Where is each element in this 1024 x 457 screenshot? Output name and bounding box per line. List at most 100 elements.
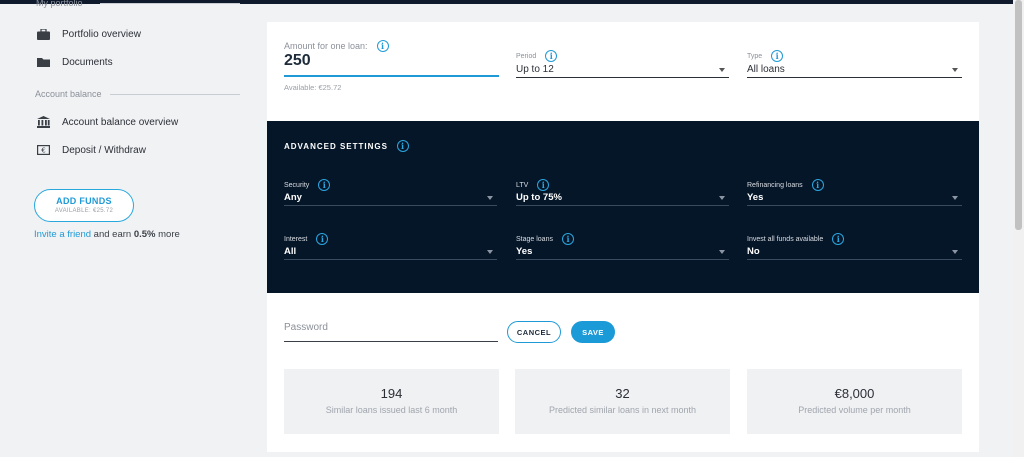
invite-text: Invite a friend and earn 0.5% more [34, 229, 180, 240]
type-label: Type i [747, 50, 784, 62]
security-label-text: Security [284, 181, 310, 189]
period-value: Up to 12 [516, 64, 554, 75]
stage-loans-value: Yes [516, 246, 533, 257]
info-icon[interactable]: i [561, 233, 574, 245]
stage-loans-label: Stage loans i [516, 233, 574, 245]
sidebar-item-portfolio-overview[interactable]: Portfolio overview [36, 26, 141, 42]
invest-all-label-text: Invest all funds available [747, 235, 824, 243]
info-icon[interactable]: i [396, 140, 409, 152]
cancel-button[interactable]: CANCEL [507, 321, 561, 343]
password-input[interactable]: Password [284, 322, 498, 342]
sidebar-item-label: Account balance overview [62, 116, 179, 128]
page-scrollbar[interactable] [1013, 0, 1024, 457]
euro-note-icon: € [36, 144, 50, 156]
invite-bonus: 0.5% [133, 229, 156, 240]
refinancing-label: Refinancing loans i [747, 179, 824, 191]
advanced-settings-title-text: ADVANCED SETTINGS [284, 141, 388, 151]
interest-label-text: Interest [284, 235, 308, 243]
sidebar-item-account-balance-overview[interactable]: Account balance overview [36, 114, 178, 130]
invest-all-label: Invest all funds available i [747, 233, 845, 245]
save-button[interactable]: SAVE [571, 321, 615, 343]
invite-text-part: more [155, 229, 180, 240]
section-divider [110, 94, 240, 95]
chevron-down-icon [487, 249, 493, 254]
stat-value: 194 [380, 386, 403, 401]
type-label-text: Type [747, 52, 763, 60]
stage-loans-select[interactable]: Yes [516, 244, 729, 260]
stat-label: Predicted similar loans in next month [548, 405, 697, 415]
period-label-text: Period [516, 52, 537, 60]
invite-text-part: and earn [91, 229, 134, 240]
info-icon[interactable]: i [376, 40, 389, 52]
password-placeholder: Password [284, 322, 328, 333]
ltv-label: LTV i [516, 179, 550, 191]
info-icon[interactable]: i [318, 179, 331, 191]
section-divider [100, 3, 240, 4]
ltv-select[interactable]: Up to 75% [516, 190, 729, 206]
folder-icon [36, 56, 50, 68]
amount-input[interactable]: 250 [284, 52, 311, 69]
refinancing-select[interactable]: Yes [747, 190, 962, 206]
security-select[interactable]: Any [284, 190, 497, 206]
stat-value: 32 [615, 386, 630, 401]
refinancing-label-text: Refinancing loans [747, 181, 803, 189]
section-label-portfolio: My portfolio [36, 0, 83, 8]
info-icon[interactable]: i [537, 179, 550, 191]
chevron-down-icon [952, 195, 958, 200]
info-icon[interactable]: i [545, 50, 558, 62]
stat-value: €8,000 [834, 386, 875, 401]
sidebar-item-documents[interactable]: Documents [36, 54, 113, 70]
amount-input-underline [284, 75, 499, 77]
svg-text:€: € [41, 147, 45, 155]
invest-all-select[interactable]: No [747, 244, 962, 260]
chevron-down-icon [487, 195, 493, 200]
period-label: Period i [516, 50, 558, 62]
chevron-down-icon [952, 249, 958, 254]
chevron-down-icon [952, 67, 958, 72]
scrollbar-thumb[interactable] [1015, 0, 1022, 230]
info-icon[interactable]: i [316, 233, 329, 245]
section-label-account: Account balance [35, 89, 102, 99]
bank-icon [36, 116, 50, 128]
info-icon[interactable]: i [771, 50, 784, 62]
briefcase-icon [36, 28, 50, 40]
ltv-label-text: LTV [516, 181, 529, 189]
stat-label: Predicted volume per month [798, 405, 911, 415]
sidebar-item-label: Documents [62, 56, 113, 68]
amount-label: Amount for one loan: i [284, 40, 389, 52]
invest-all-value: No [747, 246, 760, 257]
top-bar [0, 0, 1013, 4]
chevron-down-icon [719, 195, 725, 200]
period-select[interactable]: Up to 12 [516, 62, 729, 78]
ltv-value: Up to 75% [516, 192, 562, 203]
interest-value: All [284, 246, 297, 257]
chevron-down-icon [719, 67, 725, 72]
interest-label: Interest i [284, 233, 329, 245]
type-select[interactable]: All loans [747, 62, 962, 78]
amount-label-text: Amount for one loan: [284, 41, 368, 51]
sidebar: My portfolio Portfolio overview Document… [0, 0, 260, 457]
stat-label: Similar loans issued last 6 month [325, 405, 458, 415]
sidebar-item-deposit-withdraw[interactable]: € Deposit / Withdraw [36, 142, 146, 158]
stage-loans-label-text: Stage loans [516, 235, 553, 243]
sidebar-item-label: Portfolio overview [62, 28, 141, 40]
stat-card-predicted-loans: 32 Predicted similar loans in next month [515, 369, 730, 434]
interest-select[interactable]: All [284, 244, 497, 260]
stat-card-similar-issued: 194 Similar loans issued last 6 month [284, 369, 499, 434]
loan-settings-card: Amount for one loan: i 250 Available: €2… [267, 22, 979, 452]
chevron-down-icon [719, 249, 725, 254]
security-value: Any [284, 192, 302, 203]
advanced-settings-panel: ADVANCED SETTINGS i Security i Any LTV i… [267, 121, 979, 293]
add-funds-label: ADD FUNDS [56, 196, 112, 206]
sidebar-item-label: Deposit / Withdraw [62, 144, 146, 156]
stat-card-predicted-volume: €8,000 Predicted volume per month [747, 369, 962, 434]
invite-friend-link[interactable]: Invite a friend [34, 229, 92, 240]
amount-available: Available: €25.72 [284, 83, 342, 92]
add-funds-available: AVAILABLE: €25.72 [54, 208, 114, 214]
info-icon[interactable]: i [832, 233, 845, 245]
security-label: Security i [284, 179, 331, 191]
advanced-settings-title: ADVANCED SETTINGS i [284, 140, 409, 152]
info-icon[interactable]: i [811, 179, 824, 191]
add-funds-button[interactable]: ADD FUNDS AVAILABLE: €25.72 [34, 189, 134, 222]
refinancing-value: Yes [747, 192, 764, 203]
